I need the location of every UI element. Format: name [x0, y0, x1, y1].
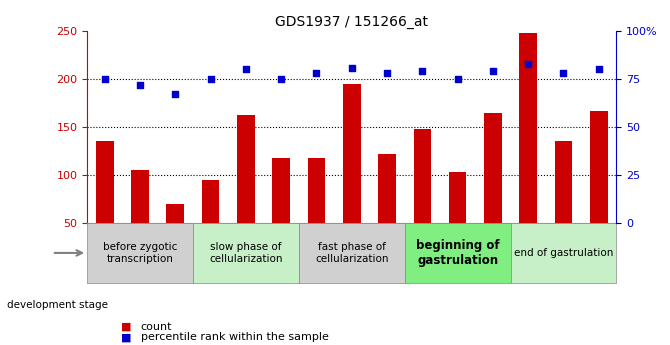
Point — [241, 67, 251, 72]
Point — [99, 76, 110, 82]
FancyBboxPatch shape — [511, 223, 616, 283]
Text: slow phase of
cellularization: slow phase of cellularization — [209, 242, 283, 264]
Point — [452, 76, 463, 82]
Bar — [96, 141, 114, 271]
Point — [594, 67, 604, 72]
Point — [558, 70, 569, 76]
Bar — [449, 172, 466, 271]
Point — [311, 70, 322, 76]
Text: ■: ■ — [121, 333, 131, 342]
Bar — [202, 180, 220, 271]
Text: percentile rank within the sample: percentile rank within the sample — [141, 333, 328, 342]
FancyBboxPatch shape — [87, 223, 193, 283]
Bar — [343, 84, 360, 271]
Text: development stage: development stage — [7, 300, 108, 310]
Bar — [555, 141, 572, 271]
Point — [523, 61, 533, 67]
Bar — [166, 204, 184, 271]
Text: count: count — [141, 322, 172, 332]
Bar — [237, 116, 255, 271]
Point — [417, 69, 427, 74]
Text: beginning of
gastrulation: beginning of gastrulation — [416, 239, 499, 267]
Bar — [519, 33, 537, 271]
Bar — [413, 129, 431, 271]
FancyBboxPatch shape — [405, 223, 511, 283]
Bar — [308, 158, 325, 271]
Point — [488, 69, 498, 74]
Point — [205, 76, 216, 82]
Text: ■: ■ — [121, 322, 131, 332]
Point — [346, 65, 357, 70]
Bar — [484, 112, 502, 271]
Bar — [131, 170, 149, 271]
Bar — [272, 158, 290, 271]
Title: GDS1937 / 151266_at: GDS1937 / 151266_at — [275, 14, 428, 29]
Point — [382, 70, 393, 76]
Text: fast phase of
cellularization: fast phase of cellularization — [315, 242, 389, 264]
FancyBboxPatch shape — [193, 223, 299, 283]
Text: before zygotic
transcription: before zygotic transcription — [103, 242, 178, 264]
Text: end of gastrulation: end of gastrulation — [514, 248, 613, 258]
Point — [276, 76, 287, 82]
FancyBboxPatch shape — [299, 223, 405, 283]
Point — [135, 82, 145, 88]
Bar — [590, 111, 608, 271]
Point — [170, 92, 181, 97]
Bar — [378, 154, 396, 271]
